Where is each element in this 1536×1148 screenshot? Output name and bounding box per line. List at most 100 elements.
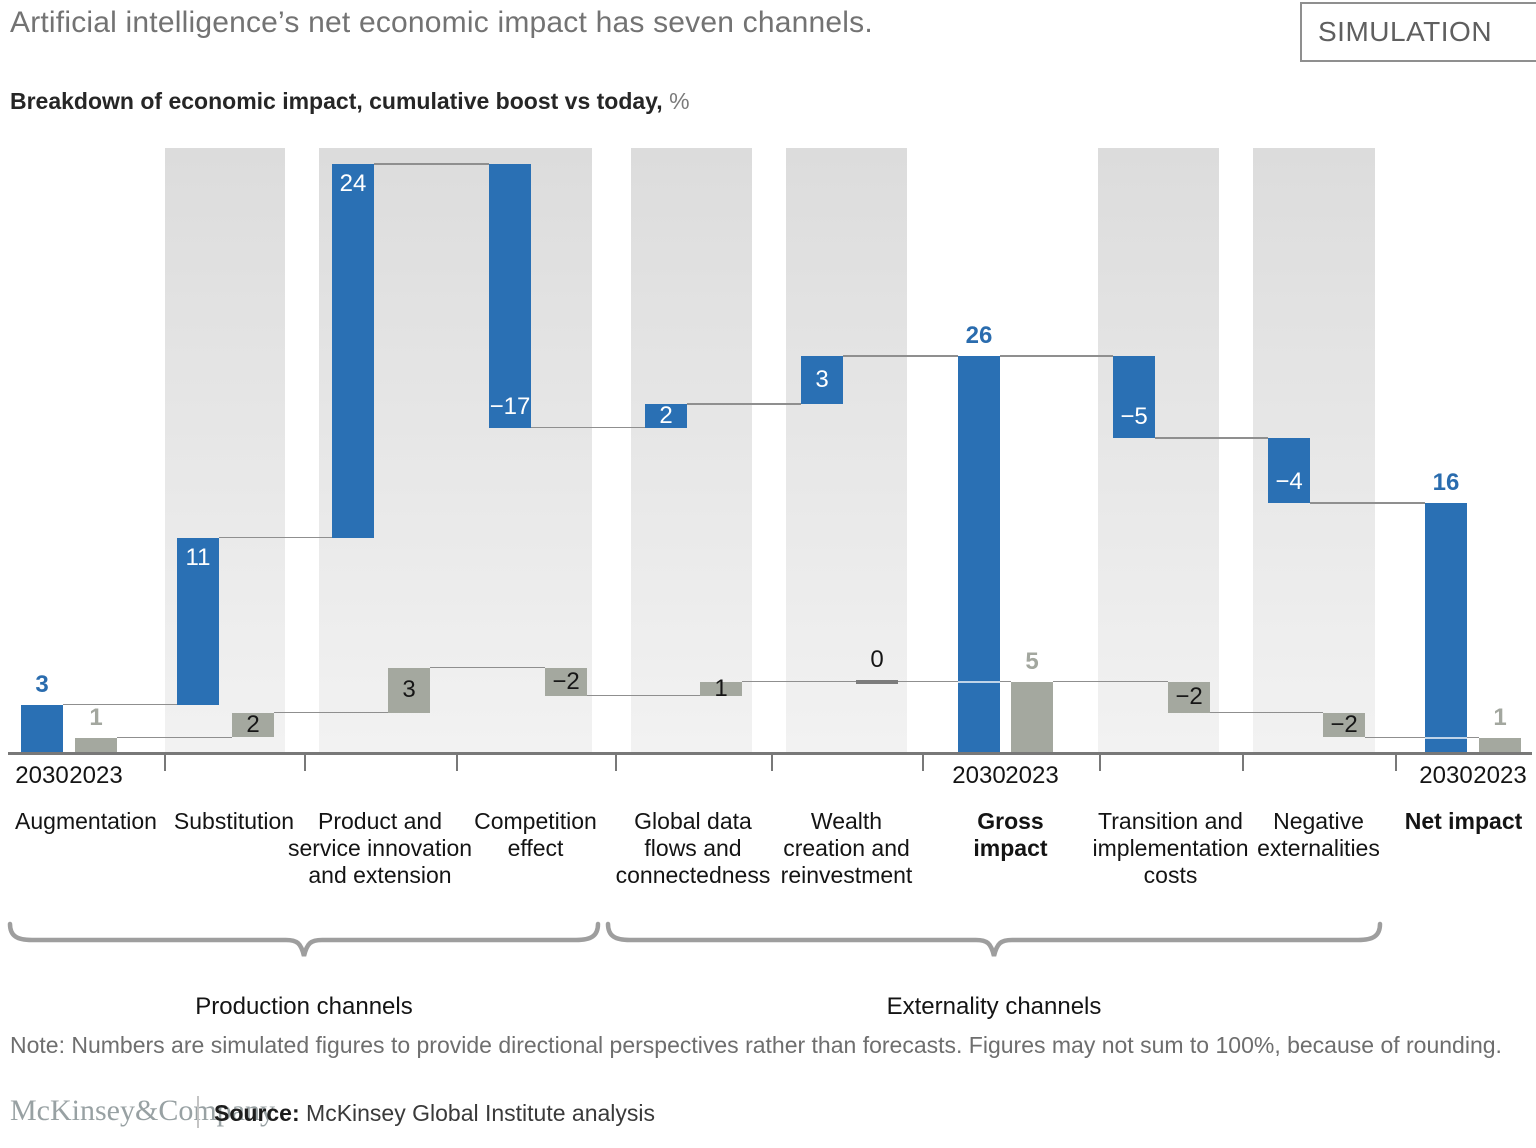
value-label-2023-competition-effect: −2 — [552, 667, 580, 695]
connector-overlay — [1425, 736, 1467, 739]
simulation-badge: SIMULATION — [1300, 2, 1536, 62]
brace-externality-channels — [605, 921, 1383, 957]
connector-2030 — [1310, 502, 1425, 504]
bar-2030-substitution — [177, 537, 219, 705]
footer-divider — [197, 1096, 199, 1128]
bar-2030-competition-effect — [489, 164, 531, 428]
value-label-2023-substitution: 2 — [246, 711, 260, 739]
axis-tick — [1099, 755, 1101, 771]
axis-tick — [164, 755, 166, 771]
category-label-global-data-flows-and-connectedness: Global data flows and connectedness — [615, 808, 771, 888]
bar-2030-gross-impact — [958, 356, 1000, 753]
bar-2023-net-impact — [1479, 737, 1521, 753]
year-label-2030: 2030 — [15, 762, 69, 789]
category-label-gross-impact: Gross impact — [973, 808, 1048, 861]
bar-2030-negative-externalities — [1268, 438, 1310, 504]
page-title: Artificial intelligence’s net economic i… — [10, 6, 873, 39]
bar-2030-net-impact — [1425, 503, 1467, 753]
bar-2023-transition-and-implementation-costs — [1168, 681, 1210, 713]
axis-tick — [771, 755, 773, 771]
connector-2030 — [1155, 437, 1268, 439]
year-label-2023: 2023 — [1005, 762, 1059, 789]
connector-2030 — [687, 403, 801, 405]
value-label-2023-wealth-creation-and-reinvestment: 0 — [870, 645, 884, 673]
connector-2023 — [1365, 736, 1479, 738]
axis-tick — [456, 755, 458, 771]
bar-2030-transition-and-implementation-costs — [1113, 356, 1155, 439]
value-label-2023-gross-impact: 5 — [1025, 647, 1039, 675]
year-label-2023: 2023 — [69, 762, 123, 789]
connector-2023 — [587, 694, 700, 697]
value-label-2030-global-data-flows-and-connectedness: 2 — [659, 401, 673, 429]
value-label-2023-global-data-flows-and-connectedness: 1 — [714, 674, 728, 702]
value-label-2030-negative-externalities: −4 — [1275, 468, 1303, 496]
bar-2023-product-and-service-innovation-and-extension — [388, 667, 430, 713]
value-label-2023-product-and-service-innovation-and-extension: 3 — [402, 676, 416, 704]
footnote: Note: Numbers are simulated figures to p… — [10, 1032, 1502, 1058]
axis-tick — [615, 755, 617, 771]
category-label-net-impact: Net impact — [1404, 808, 1523, 834]
background-band — [786, 148, 907, 752]
chart-subtitle: Breakdown of economic impact, cumulative… — [10, 88, 690, 115]
category-label-competition-effect: Competition effect — [474, 808, 597, 861]
source-line: Source: McKinsey Global Institute analys… — [214, 1100, 655, 1127]
value-label-2023-augmentation: 1 — [89, 703, 103, 731]
connector-2030 — [219, 536, 332, 539]
connector-2023 — [1053, 680, 1168, 683]
value-label-2023-negative-externalities: −2 — [1330, 711, 1358, 739]
simulation-badge-label: SIMULATION — [1318, 16, 1493, 47]
group-label-production-channels: Production channels — [195, 993, 413, 1020]
value-label-2023-transition-and-implementation-costs: −2 — [1175, 683, 1203, 711]
connector-2030 — [531, 426, 645, 428]
connector-2023 — [742, 680, 856, 683]
category-label-augmentation: Augmentation — [15, 808, 157, 834]
connector-2023 — [274, 711, 388, 714]
connector-2030 — [1000, 355, 1113, 357]
category-label-wealth-creation-and-reinvestment: Wealth creation and reinvestment — [780, 808, 913, 888]
bar-2030-augmentation — [21, 704, 63, 753]
connector-2030 — [843, 355, 958, 357]
bar-2023-wealth-creation-and-reinvestment — [856, 679, 898, 684]
year-label-2023: 2023 — [1473, 762, 1527, 789]
category-label-product-and-service-innovation-and-extension: Product and service innovation and exten… — [287, 808, 473, 888]
source-label: Source: — [214, 1100, 300, 1126]
year-label-2030: 2030 — [952, 762, 1006, 789]
group-label-externality-channels: Externality channels — [886, 993, 1102, 1020]
bar-2023-substitution — [232, 712, 274, 738]
category-label-transition-and-implementation-costs: Transition and implementation costs — [1092, 808, 1249, 888]
bar-2023-negative-externalities — [1323, 712, 1365, 738]
bar-2023-global-data-flows-and-connectedness — [700, 681, 742, 696]
bar-2030-global-data-flows-and-connectedness — [645, 404, 687, 428]
axis-tick — [1395, 755, 1397, 771]
bar-2023-gross-impact — [1011, 681, 1053, 753]
connector-2023 — [430, 666, 545, 669]
value-label-2030-substitution: 11 — [185, 543, 211, 571]
connector-2023 — [1210, 711, 1323, 714]
value-label-2030-wealth-creation-and-reinvestment: 3 — [815, 366, 829, 394]
background-band — [1098, 148, 1219, 752]
chart-subtitle-text: Breakdown of economic impact, cumulative… — [10, 88, 663, 114]
bar-2023-competition-effect — [545, 667, 587, 696]
value-label-2030-competition-effect: −17 — [489, 392, 531, 420]
chart-subtitle-unit: % — [669, 88, 690, 114]
category-label-substitution: Substitution — [173, 808, 295, 834]
value-label-2030-augmentation: 3 — [35, 670, 49, 698]
mckinsey-logo: McKinsey&Company — [10, 1094, 275, 1127]
value-label-2030-gross-impact: 26 — [965, 322, 993, 350]
connector-2030 — [63, 703, 177, 706]
axis-tick — [1242, 755, 1244, 771]
value-label-2030-net-impact: 16 — [1432, 469, 1460, 497]
connector-2023 — [898, 680, 1011, 683]
value-label-2023-net-impact: 1 — [1493, 703, 1507, 731]
bar-2030-wealth-creation-and-reinvestment — [801, 356, 843, 405]
axis-tick — [304, 755, 306, 771]
source-text: McKinsey Global Institute analysis — [299, 1100, 656, 1126]
year-label-2030: 2030 — [1419, 762, 1473, 789]
bar-2030-product-and-service-innovation-and-extension — [332, 164, 374, 538]
category-label-negative-externalities: Negative externalities — [1257, 808, 1380, 861]
brace-production-channels — [7, 921, 601, 957]
background-band — [631, 148, 752, 752]
connector-overlay — [958, 680, 1000, 683]
